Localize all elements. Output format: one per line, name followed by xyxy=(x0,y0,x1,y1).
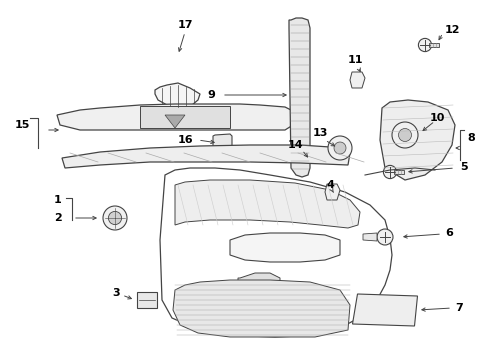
Circle shape xyxy=(398,129,412,141)
Polygon shape xyxy=(363,233,377,241)
Polygon shape xyxy=(238,273,280,293)
Text: 7: 7 xyxy=(455,303,463,313)
Text: 10: 10 xyxy=(430,113,445,123)
Text: 1: 1 xyxy=(54,195,62,205)
Bar xyxy=(137,292,157,308)
Text: 5: 5 xyxy=(460,162,467,172)
Polygon shape xyxy=(173,280,350,337)
Polygon shape xyxy=(175,180,360,228)
Circle shape xyxy=(377,229,393,245)
Text: 4: 4 xyxy=(326,180,334,190)
Polygon shape xyxy=(57,104,295,130)
Polygon shape xyxy=(62,145,350,168)
Text: 17: 17 xyxy=(177,20,193,30)
Circle shape xyxy=(108,211,122,225)
Text: 16: 16 xyxy=(177,135,193,145)
Polygon shape xyxy=(393,170,404,174)
Text: 2: 2 xyxy=(54,213,62,223)
Polygon shape xyxy=(230,233,340,262)
Text: 12: 12 xyxy=(445,25,461,35)
Polygon shape xyxy=(352,294,417,326)
Text: 3: 3 xyxy=(112,288,120,298)
Text: 14: 14 xyxy=(287,140,303,150)
Circle shape xyxy=(328,136,352,160)
Circle shape xyxy=(418,39,432,51)
Polygon shape xyxy=(155,83,200,107)
Text: 15: 15 xyxy=(14,120,30,130)
Polygon shape xyxy=(350,72,365,88)
Text: 13: 13 xyxy=(312,128,328,138)
Polygon shape xyxy=(429,43,440,47)
Bar xyxy=(140,106,230,128)
Circle shape xyxy=(103,206,127,230)
Text: 6: 6 xyxy=(445,228,453,238)
Polygon shape xyxy=(165,115,185,128)
Text: 8: 8 xyxy=(467,133,475,143)
Polygon shape xyxy=(325,184,340,200)
Text: 9: 9 xyxy=(207,90,215,100)
Polygon shape xyxy=(380,100,455,180)
Circle shape xyxy=(392,122,418,148)
Polygon shape xyxy=(213,134,232,150)
Polygon shape xyxy=(289,18,310,177)
Circle shape xyxy=(334,142,346,154)
Circle shape xyxy=(383,165,396,179)
Text: 11: 11 xyxy=(347,55,363,65)
